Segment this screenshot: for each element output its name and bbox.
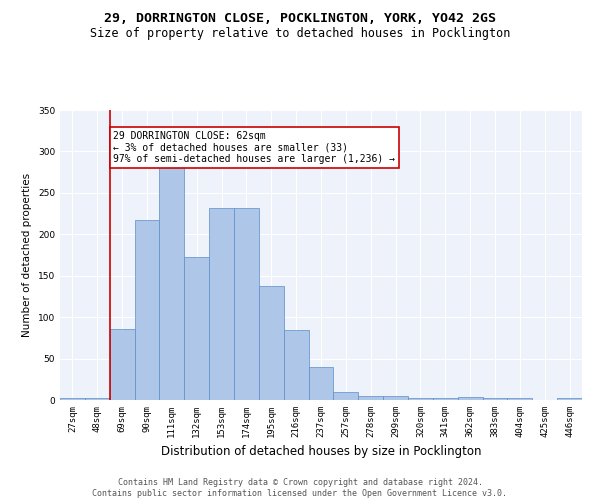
Text: Size of property relative to detached houses in Pocklington: Size of property relative to detached ho… xyxy=(90,28,510,40)
Bar xyxy=(85,398,110,400)
Bar xyxy=(284,330,308,400)
Bar xyxy=(60,398,85,400)
Bar xyxy=(308,367,334,400)
Bar xyxy=(110,328,134,400)
Y-axis label: Number of detached properties: Number of detached properties xyxy=(22,173,32,337)
Bar xyxy=(482,398,508,400)
Bar xyxy=(358,396,383,400)
X-axis label: Distribution of detached houses by size in Pocklington: Distribution of detached houses by size … xyxy=(161,446,481,458)
Bar xyxy=(383,396,408,400)
Bar xyxy=(433,398,458,400)
Bar xyxy=(557,398,582,400)
Bar xyxy=(458,396,482,400)
Bar xyxy=(209,208,234,400)
Text: Contains HM Land Registry data © Crown copyright and database right 2024.
Contai: Contains HM Land Registry data © Crown c… xyxy=(92,478,508,498)
Bar xyxy=(134,220,160,400)
Bar xyxy=(259,286,284,400)
Bar xyxy=(160,166,184,400)
Bar xyxy=(184,258,209,400)
Bar xyxy=(334,392,358,400)
Bar xyxy=(508,398,532,400)
Text: 29 DORRINGTON CLOSE: 62sqm
← 3% of detached houses are smaller (33)
97% of semi-: 29 DORRINGTON CLOSE: 62sqm ← 3% of detac… xyxy=(113,130,395,164)
Bar xyxy=(234,208,259,400)
Bar xyxy=(408,398,433,400)
Text: 29, DORRINGTON CLOSE, POCKLINGTON, YORK, YO42 2GS: 29, DORRINGTON CLOSE, POCKLINGTON, YORK,… xyxy=(104,12,496,26)
